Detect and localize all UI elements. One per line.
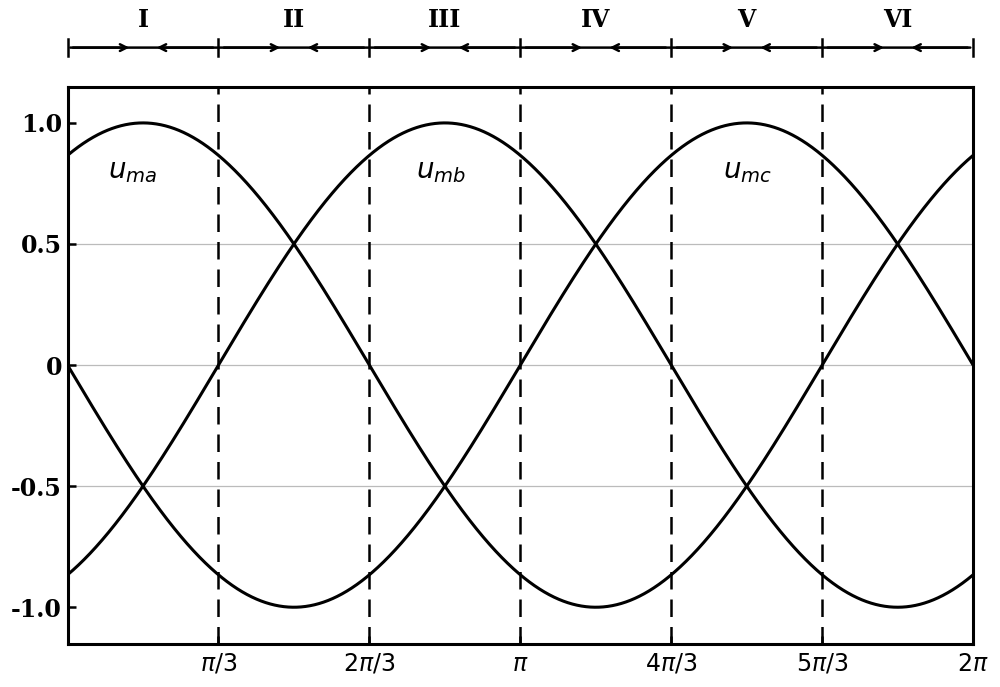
Text: I: I (137, 8, 149, 32)
Text: $u_{mb}$: $u_{mb}$ (416, 158, 466, 185)
Text: II: II (283, 8, 305, 32)
Text: V: V (738, 8, 756, 32)
Text: IV: IV (581, 8, 610, 32)
Text: VI: VI (883, 8, 912, 32)
Text: $u_{ma}$: $u_{ma}$ (108, 158, 157, 185)
Text: III: III (428, 8, 462, 32)
Text: $u_{mc}$: $u_{mc}$ (723, 158, 772, 185)
